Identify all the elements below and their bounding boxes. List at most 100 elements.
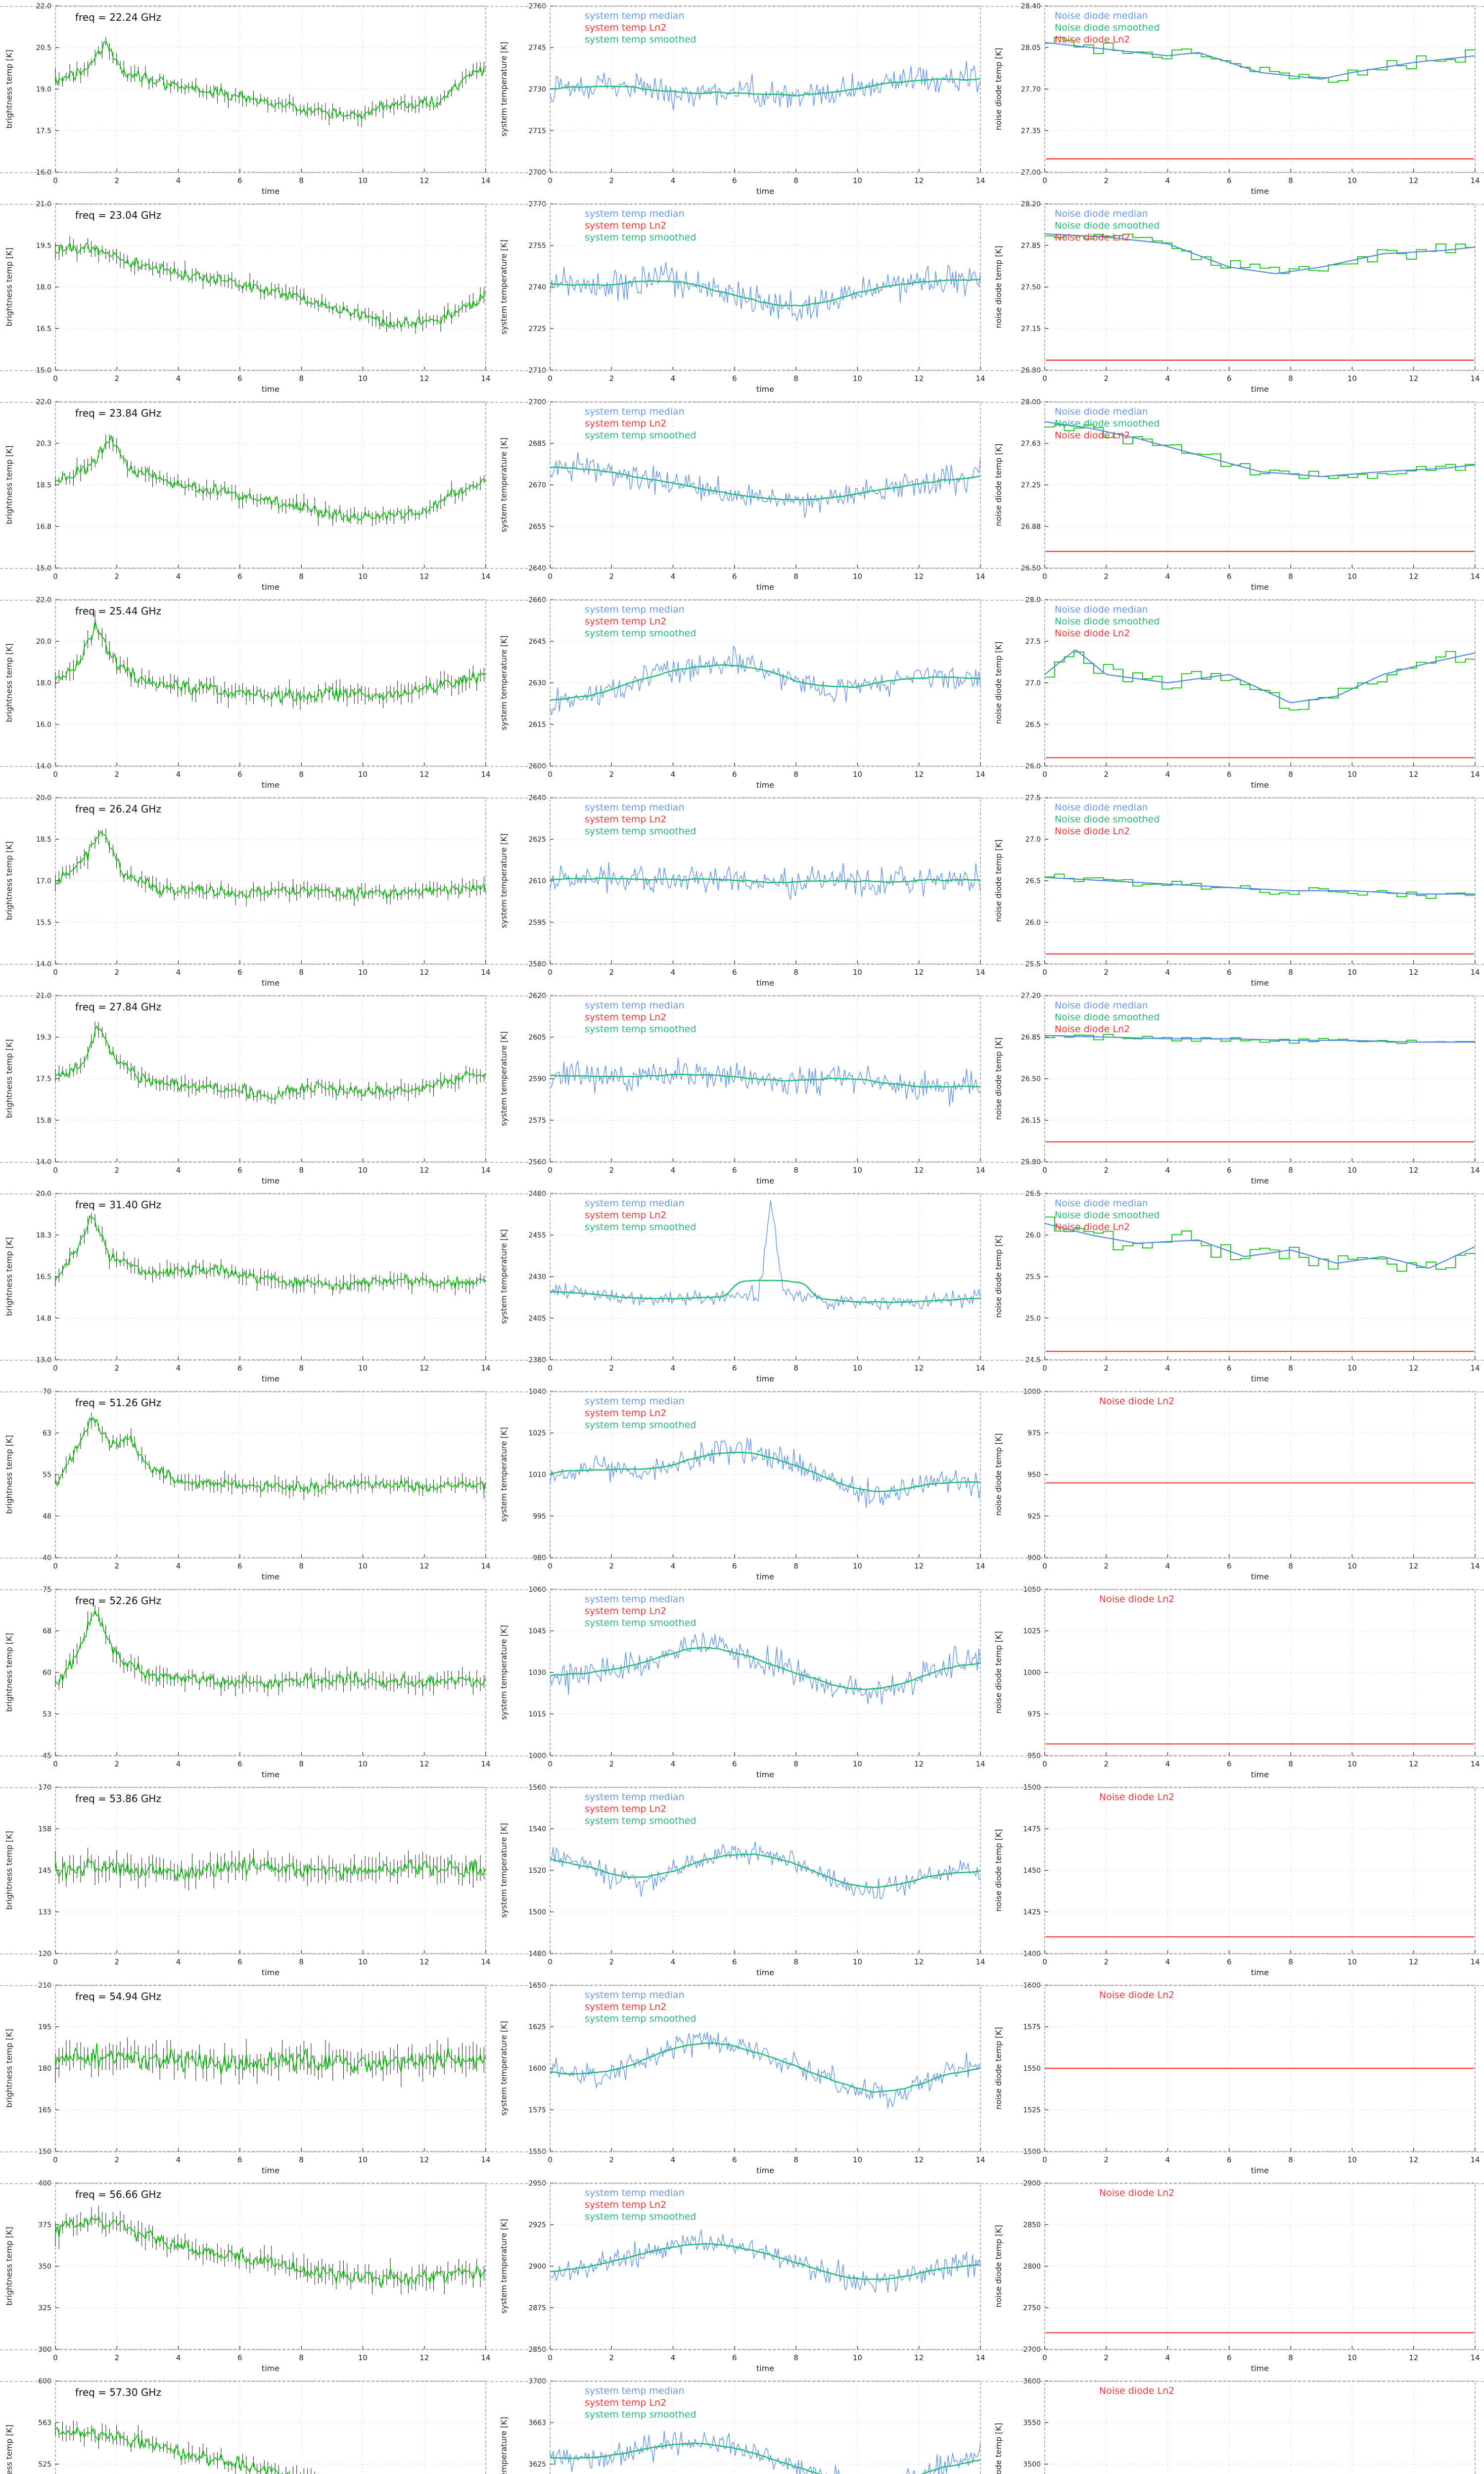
- legend-entry: system temp smoothed: [585, 2013, 696, 2024]
- plot-r6-c3: 0 2 4 6 8 10 12 1425.8026.1526.5026.8527.20time…: [994, 992, 1480, 1186]
- system-temp-figure: 0 2 4 6 8 10 12 14 1480 1500 1520 1540 1560 time syste…: [495, 1781, 989, 1979]
- plot-r3-c1: 0 2 4 6 8 10 12 1415.016.818.520.322.0timebrigh…: [4, 398, 491, 592]
- series-noise-diode-smoothed: [1044, 1035, 1475, 1043]
- x-tick-label: 10: [853, 2155, 862, 2164]
- legend-entry: Noise diode Ln2: [1099, 2385, 1174, 2396]
- x-tick-label: 0: [1042, 2155, 1047, 2164]
- x-tick-label: 0: [53, 572, 58, 581]
- plot-r3-c2: 0 2 4 6 8 10 12 1426402655267026852700timesyste…: [499, 398, 985, 592]
- x-tick-label: 2: [115, 2155, 120, 2164]
- x-tick-label: 4: [176, 572, 181, 581]
- brightness-temp-figure: 0 2 4 6 8 10 12 14 15.0 16.5 18.0 19.5 21.0 time brigh…: [0, 198, 495, 396]
- x-tick-label: 8: [299, 1166, 304, 1175]
- x-tick-label: 8: [793, 1760, 798, 1768]
- x-tick-label: 4: [176, 1364, 181, 1373]
- grid: [55, 599, 486, 766]
- y-tick-label: 2715: [528, 127, 546, 135]
- x-tick-label: 4: [671, 374, 676, 383]
- row-separator-line: [0, 2381, 1484, 2382]
- x-tick-label: 0: [1042, 968, 1047, 977]
- x-axis-label: time: [756, 2364, 774, 2373]
- series-group: [550, 262, 981, 321]
- x-tick-label: 2: [609, 968, 614, 977]
- y-tick-label: 2630: [528, 679, 546, 687]
- x-tick-label: 4: [1165, 1957, 1170, 1966]
- axis: 0 2 4 6 8 10 12 1415.016.818.520.322.0timebrigh…: [4, 398, 491, 592]
- x-tick-label: 4: [1165, 2353, 1170, 2362]
- y-tick-label: 18.5: [36, 836, 51, 844]
- legend: Noise diode Ln2: [1099, 1396, 1174, 1407]
- y-tick-label: 2745: [528, 44, 546, 52]
- y-tick-label: 68: [43, 1627, 51, 1635]
- y-tick-label: 18.3: [36, 1232, 51, 1239]
- plot-row: 0 2 4 6 8 10 12 14 40 48 55 63 70 time brightness temp…: [0, 1385, 1484, 1583]
- y-tick-label: 16.0: [36, 721, 51, 729]
- legend-entry: system temp median: [585, 1396, 685, 1407]
- x-tick-label: 8: [299, 572, 304, 581]
- x-tick-label: 12: [419, 1760, 429, 1768]
- x-tick-label: 2: [609, 1166, 614, 1175]
- x-axis-label: time: [1251, 384, 1269, 394]
- legend-entry: system temp Ln2: [585, 1606, 666, 1617]
- y-axis-label: noise diode temp [K]: [994, 1037, 1003, 1120]
- plot-r2-c2: 0 2 4 6 8 10 12 1427102725274027552770timesyste…: [499, 200, 985, 394]
- x-tick-label: 14: [975, 2353, 985, 2362]
- series-brightness-temp: [55, 2215, 486, 2288]
- x-tick-label: 10: [1347, 968, 1357, 977]
- series-brightness-temp: [55, 1609, 486, 1690]
- system-temp-figure: 0 2 4 6 8 10 12 14 2600 2615 2630 2645 2660 time syste…: [495, 594, 989, 792]
- x-tick-label: 14: [1470, 374, 1480, 383]
- x-tick-label: 10: [1347, 176, 1357, 185]
- y-tick-label: 375: [38, 2221, 51, 2229]
- x-tick-label: 10: [853, 176, 862, 185]
- x-axis-label: time: [756, 1176, 774, 1186]
- row-separator-line: [0, 1787, 1484, 1788]
- y-axis-label: noise diode temp [K]: [994, 1235, 1003, 1318]
- legend-entry: system temp Ln2: [585, 1012, 666, 1023]
- x-tick-label: 6: [237, 1957, 242, 1966]
- x-tick-label: 8: [1288, 1760, 1293, 1768]
- x-tick-label: 2: [1104, 2353, 1109, 2362]
- row-separator-line: [0, 172, 1484, 173]
- y-tick-label: 1045: [528, 1627, 546, 1635]
- x-tick-label: 14: [975, 1760, 985, 1768]
- x-tick-label: 8: [1288, 1957, 1293, 1966]
- series-system-temp-median: [550, 862, 981, 900]
- x-tick-label: 2: [609, 572, 614, 581]
- x-axis-label: time: [262, 187, 279, 196]
- legend-entry: system temp Ln2: [585, 616, 666, 627]
- brightness-temp-figure: 0 2 4 6 8 10 12 14 14.0 15.5 17.0 18.5 20.0 time brigh…: [0, 792, 495, 990]
- x-tick-label: 14: [1470, 2155, 1480, 2164]
- x-tick-label: 12: [1409, 770, 1418, 779]
- x-tick-label: 4: [671, 770, 676, 779]
- y-tick-label: 2755: [528, 242, 546, 250]
- legend-entry: system temp median: [585, 1594, 685, 1605]
- series-group: [55, 434, 486, 526]
- x-tick-label: 4: [176, 1957, 181, 1966]
- plot-title: freq = 27.84 GHz: [75, 1001, 161, 1013]
- x-tick-label: 6: [732, 572, 737, 581]
- y-tick-label: 165: [38, 2106, 51, 2114]
- y-tick-label: 60: [43, 1669, 51, 1677]
- x-tick-label: 6: [1227, 1364, 1232, 1373]
- x-tick-label: 14: [481, 770, 490, 779]
- x-tick-label: 0: [53, 770, 58, 779]
- x-tick-label: 0: [53, 374, 58, 383]
- x-tick-label: 4: [1165, 1562, 1170, 1570]
- system-temp-figure: 0 2 4 6 8 10 12 14 2850 2875 2900 2925 2950 time syste…: [495, 2177, 989, 2375]
- x-tick-label: 10: [853, 770, 862, 779]
- axis: 0 2 4 6 8 10 12 1416.017.519.020.522.0timebrigh…: [4, 2, 491, 196]
- brightness-temp-figure: 0 2 4 6 8 10 12 14 45 53 60 68 75 time brightness temp…: [0, 1583, 495, 1781]
- legend-entry: Noise diode median: [1055, 604, 1148, 615]
- y-tick-label: 195: [38, 2023, 51, 2031]
- y-tick-label: 1540: [528, 1825, 546, 1833]
- x-tick-label: 4: [671, 1760, 676, 1768]
- x-axis-label: time: [756, 1572, 774, 1581]
- y-tick-label: 2645: [528, 638, 546, 646]
- x-tick-label: 4: [671, 1957, 676, 1966]
- errorbars: [55, 2205, 484, 2295]
